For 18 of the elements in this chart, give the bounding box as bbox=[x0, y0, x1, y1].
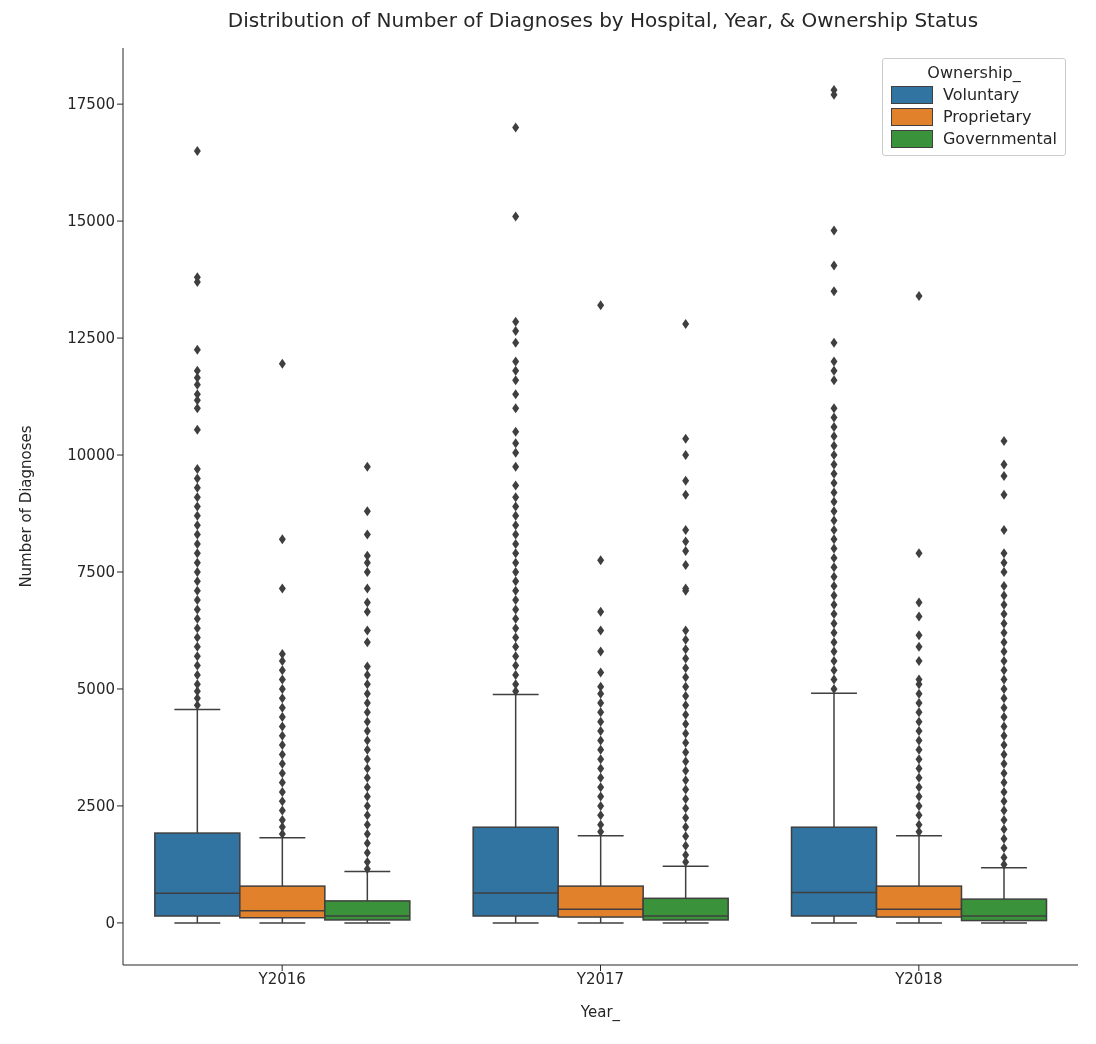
legend-label: Voluntary bbox=[942, 85, 1020, 104]
y-tick-label: 12500 bbox=[67, 329, 115, 348]
x-axis-title: Year_ bbox=[579, 1003, 621, 1022]
legend-title: Ownership_ bbox=[926, 63, 1022, 82]
chart-title: Distribution of Number of Diagnoses by Hospital, Year, & Ownership Status bbox=[226, 8, 980, 34]
y-tick-label: 0 bbox=[105, 914, 115, 933]
y-tick-label: 10000 bbox=[67, 446, 115, 465]
x-tick-label: Y2018 bbox=[894, 969, 943, 988]
y-tick-label: 5000 bbox=[76, 680, 115, 699]
y-tick-label: 7500 bbox=[76, 563, 115, 582]
y-axis-title: Number of Diagnoses bbox=[17, 425, 36, 588]
y-tick-label: 17500 bbox=[67, 95, 115, 114]
y-tick-label: 15000 bbox=[67, 212, 115, 231]
x-tick-label: Y2017 bbox=[575, 969, 625, 988]
y-tick-label: 2500 bbox=[76, 797, 115, 816]
x-tick-label: Y2016 bbox=[257, 969, 306, 988]
legend-label: Proprietary bbox=[942, 107, 1032, 126]
legend-label: Governmental bbox=[942, 129, 1057, 148]
